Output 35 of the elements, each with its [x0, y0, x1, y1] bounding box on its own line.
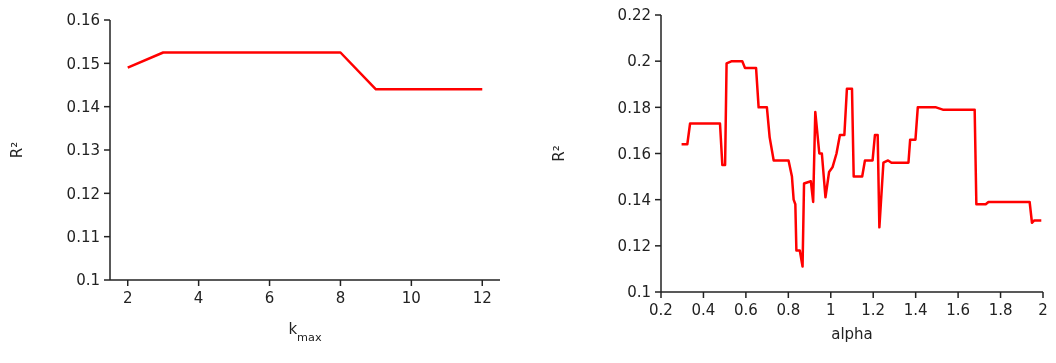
x-tick-label: 1.8: [988, 300, 1013, 319]
y-tick-label: 0.2: [627, 52, 651, 71]
y-tick-label: 0.14: [617, 190, 651, 209]
x-tick-label: 1: [826, 300, 836, 319]
x-axis-title: k$_{max}$: [288, 320, 322, 344]
y-tick-label: 0.12: [66, 184, 100, 203]
x-tick-label: 2: [1038, 300, 1048, 319]
x-tick-label: 6: [264, 288, 275, 307]
y-axis-title: R²: [8, 141, 26, 159]
y-tick-label: 0.13: [66, 141, 100, 160]
y-tick-label: 0.12: [617, 237, 651, 256]
x-tick-label: 10: [401, 288, 421, 307]
y-tick-label: 0.15: [66, 54, 100, 73]
x-tick-label: 0.4: [691, 300, 716, 319]
x-tick-label: 8: [335, 288, 346, 307]
y-tick-label: 0.14: [66, 97, 100, 116]
x-tick-label: 4: [193, 288, 204, 307]
x-tick-label: 0.2: [649, 300, 673, 319]
x-tick-label: 1.6: [946, 300, 971, 319]
y-tick-label: 0.18: [617, 98, 651, 117]
x-tick-label: 1.4: [903, 300, 928, 319]
x-axis-title: alpha: [831, 325, 873, 343]
x-tick-label: 12: [472, 288, 492, 307]
x-tick-label: 1.2: [861, 300, 886, 319]
x-tick-label: 0.8: [776, 300, 801, 319]
y-tick-label: 0.22: [617, 6, 651, 25]
y-tick-label: 0.11: [66, 227, 100, 246]
y-axis-title: R²: [550, 145, 568, 162]
line-series: [680, 59, 1043, 268]
y-tick-label: 0.1: [627, 283, 651, 302]
x-tick-label: 2: [122, 288, 133, 307]
y-tick-label: 0.16: [617, 144, 651, 163]
y-tick-label: 0.1: [76, 271, 100, 290]
y-tick-label: 0.16: [66, 11, 100, 30]
x-tick-label: 0.6: [733, 300, 758, 319]
